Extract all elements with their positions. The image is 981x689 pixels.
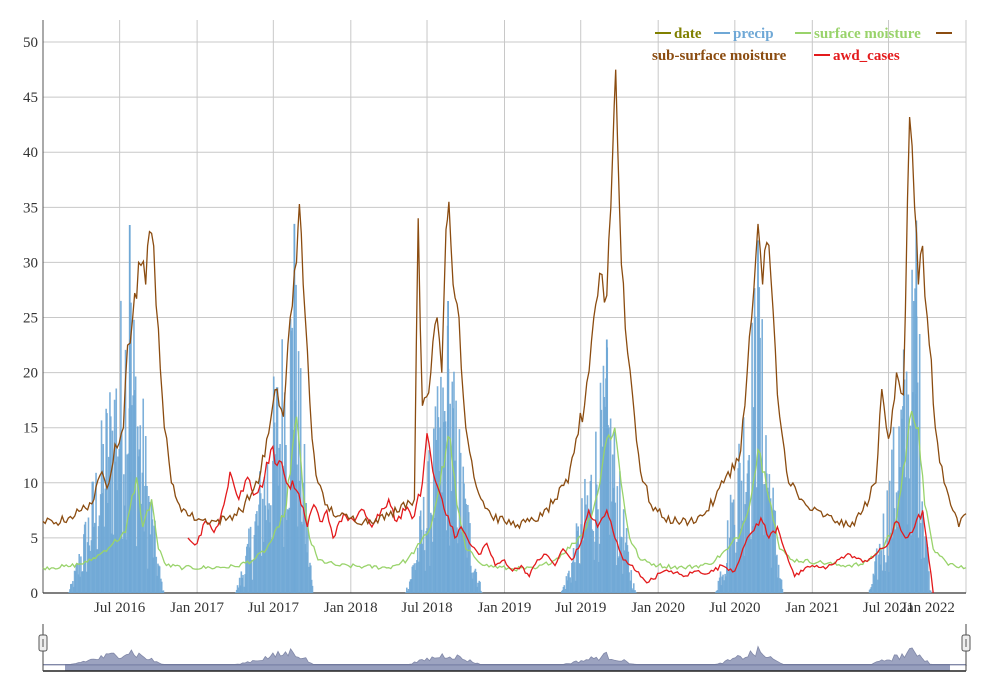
y-tick-label: 10 [23, 476, 38, 492]
navigator-area [42, 645, 968, 666]
y-tick-label: 40 [23, 145, 38, 161]
legend-entry: sub-surface moisture [652, 48, 787, 64]
precip-series [68, 220, 932, 593]
x-tick-label: Jul 2021 [863, 600, 914, 616]
navigator-band [65, 664, 950, 671]
x-tick-label: Jan 2022 [901, 600, 955, 616]
y-tick-label: 15 [23, 421, 38, 437]
legend-entry: precip [714, 26, 774, 42]
x-tick-label: Jan 2019 [478, 600, 532, 616]
sub-surface-moisture-line [42, 69, 967, 530]
x-tick-label: Jul 2017 [248, 600, 300, 616]
legend-label: precip [733, 26, 774, 42]
navigator-left-handle[interactable] [38, 624, 48, 671]
y-tick-label: 5 [31, 531, 39, 547]
legend-entry: awd_cases [814, 48, 900, 64]
legend-label: sub-surface moisture [652, 48, 787, 64]
legend-entry: date [655, 26, 702, 42]
plot-area [42, 69, 967, 594]
y-tick-label: 0 [31, 586, 39, 602]
y-axis: 0 5 10 15 20 25 30 35 40 45 50 [23, 35, 38, 602]
x-tick-label: Jul 2019 [555, 600, 606, 616]
range-navigator[interactable] [38, 624, 971, 672]
legend: date precip surface moisture sub-surface mo… [652, 26, 952, 64]
y-tick-label: 35 [23, 200, 38, 216]
y-tick-label: 50 [23, 35, 38, 51]
y-tick-label: 25 [23, 311, 38, 327]
y-tick-label: 30 [23, 255, 38, 271]
legend-label: awd_cases [833, 48, 900, 64]
x-tick-label: Jan 2018 [324, 600, 378, 616]
surface-moisture-line [42, 411, 967, 572]
x-tick-label: Jul 2016 [94, 600, 146, 616]
y-tick-label: 45 [23, 90, 38, 106]
x-tick-label: Jul 2020 [709, 600, 760, 616]
navigator-sparkline [42, 645, 968, 666]
legend-entry: surface moisture [795, 26, 921, 42]
x-tick-label: Jan 2017 [170, 600, 224, 616]
y-tick-label: 20 [23, 366, 38, 382]
legend-label: date [674, 26, 702, 42]
x-tick-label: Jul 2018 [401, 600, 452, 616]
legend-label: surface moisture [814, 26, 921, 42]
navigator-right-handle[interactable] [961, 624, 971, 671]
x-tick-label: Jan 2021 [785, 600, 839, 616]
x-tick-label: Jan 2020 [631, 600, 685, 616]
x-axis: Jul 2016 Jan 2017 Jul 2017 Jan 2018 Jul 2018… [94, 600, 955, 616]
awd-cases-line [187, 433, 934, 594]
grid [42, 20, 967, 594]
